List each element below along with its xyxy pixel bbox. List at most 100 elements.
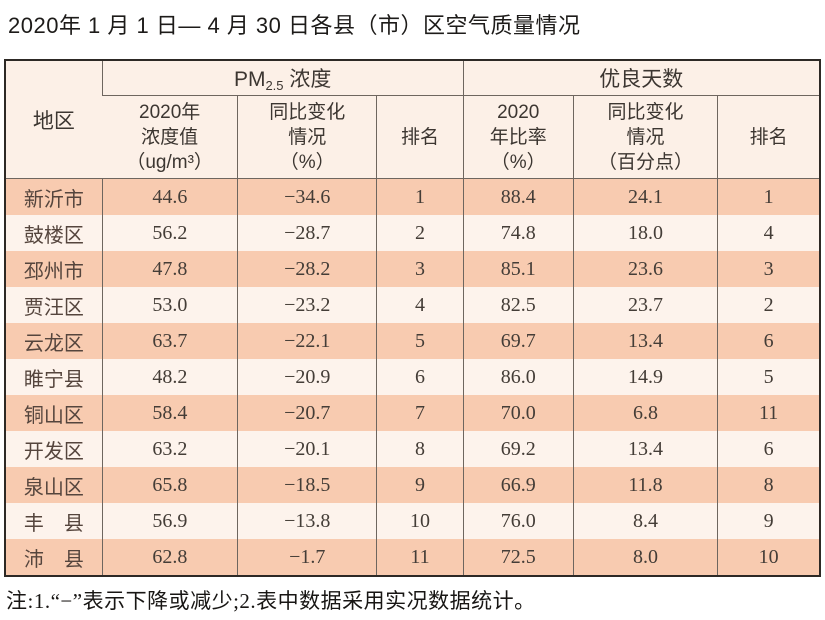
pm-change-cell: −28.2	[237, 251, 377, 287]
pm-value-cell: 63.7	[101, 323, 238, 359]
good-rank-cell: 9	[717, 503, 820, 539]
pm25-subscript: 2.5	[265, 78, 284, 93]
pm-change-cell: −18.5	[237, 467, 377, 503]
good-rate-cell: 66.9	[462, 467, 574, 503]
good-change-cell: 13.4	[572, 431, 718, 467]
pm-change-cell: −1.7	[237, 539, 377, 576]
pm-rank-cell: 11	[376, 539, 464, 576]
good-rate-cell: 74.8	[462, 215, 574, 251]
pm-rank-cell: 5	[376, 323, 464, 359]
header-line: （%）	[490, 151, 546, 173]
pm-change-cell: −20.1	[237, 431, 377, 467]
pm-change-cell: −20.9	[237, 359, 377, 395]
pm-value-cell: 56.2	[101, 215, 238, 251]
good-rank-cell: 8	[717, 467, 820, 503]
good-rate-cell: 82.5	[462, 287, 574, 323]
header-line: 年比率	[489, 126, 547, 148]
good-rate-cell: 69.2	[462, 431, 574, 467]
column-header-pm-rank: 排名	[376, 95, 464, 179]
region-cell: 睢宁县	[5, 359, 103, 395]
page-title: 2020年 1 月 1 日— 4 月 30 日各县（市）区空气质量情况	[8, 13, 581, 38]
region-cell: 云龙区	[5, 323, 103, 359]
table-row: 云龙区 63.7 −22.1 5 69.7 13.4 6	[5, 323, 820, 359]
table-row: 睢宁县 48.2 −20.9 6 86.0 14.9 5	[5, 359, 820, 395]
good-rate-cell: 86.0	[462, 359, 574, 395]
good-rank-cell: 3	[717, 251, 820, 287]
good-change-cell: 8.4	[572, 503, 718, 539]
good-rank-cell: 10	[717, 539, 820, 576]
pm-rank-cell: 2	[376, 215, 464, 251]
good-change-cell: 13.4	[572, 323, 718, 359]
region-cell: 铜山区	[5, 395, 103, 431]
pm-change-cell: −13.8	[237, 503, 377, 539]
good-change-cell: 18.0	[572, 215, 718, 251]
pm-rank-cell: 3	[376, 251, 464, 287]
pm-rank-cell: 7	[376, 395, 464, 431]
pm-rank-cell: 10	[376, 503, 464, 539]
table-row: 开发区 63.2 −20.1 8 69.2 13.4 6	[5, 431, 820, 467]
table-row: 铜山区 58.4 −20.7 7 70.0 6.8 11	[5, 395, 820, 431]
pm-value-cell: 47.8	[101, 251, 238, 287]
header-line: （%）	[279, 151, 335, 173]
pm25-suffix: 浓度	[283, 68, 332, 91]
pm-value-cell: 56.9	[101, 503, 238, 539]
good-rate-cell: 72.5	[462, 539, 574, 576]
pm-value-cell: 65.8	[101, 467, 238, 503]
pm-change-cell: −20.7	[237, 395, 377, 431]
good-rank-cell: 2	[717, 287, 820, 323]
pm-rank-cell: 9	[376, 467, 464, 503]
pm-rank-cell: 4	[376, 287, 464, 323]
pm-value-cell: 48.2	[101, 359, 238, 395]
pm-rank-cell: 8	[376, 431, 464, 467]
column-header-good-rate: 2020 年比率 （%）	[462, 95, 574, 179]
region-cell: 新沂市	[5, 178, 103, 215]
pm-rank-cell: 6	[376, 359, 464, 395]
region-cell: 开发区	[5, 431, 103, 467]
good-rate-cell: 76.0	[462, 503, 574, 539]
column-header-region: 地区	[5, 60, 103, 179]
region-cell: 泉山区	[5, 467, 103, 503]
pm-change-cell: −23.2	[237, 287, 377, 323]
good-change-cell: 23.6	[572, 251, 718, 287]
pm-change-cell: −22.1	[237, 323, 377, 359]
table-row: 贾汪区 53.0 −23.2 4 82.5 23.7 2	[5, 287, 820, 323]
header-line: 2020	[497, 101, 540, 123]
pm-value-cell: 58.4	[101, 395, 238, 431]
table-row: 泉山区 65.8 −18.5 9 66.9 11.8 8	[5, 467, 820, 503]
column-header-pm-value: 2020年 浓度值 （ug/m³）	[102, 95, 238, 179]
pm-rank-cell: 1	[376, 178, 464, 215]
table-row: 新沂市 44.6 −34.6 1 88.4 24.1 1	[5, 178, 820, 215]
region-cell: 贾汪区	[5, 287, 103, 323]
region-cell: 鼓楼区	[5, 215, 103, 251]
region-cell: 邳州市	[5, 251, 103, 287]
pm-value-cell: 44.6	[101, 178, 238, 215]
table-body: 新沂市 44.6 −34.6 1 88.4 24.1 1 鼓楼区 56.2 −28.7 2 74.8 1…	[5, 178, 820, 576]
good-change-cell: 8.0	[572, 539, 718, 576]
header-line: （百分点）	[598, 151, 694, 173]
good-rate-cell: 69.7	[462, 323, 574, 359]
header-line: 浓度值	[141, 126, 199, 148]
table-row: 丰 县 56.9 −13.8 10 76.0 8.4 9	[5, 503, 820, 539]
header-line: 情况	[288, 126, 327, 148]
good-change-cell: 14.9	[572, 359, 718, 395]
good-rank-cell: 4	[717, 215, 820, 251]
header-line: 同比变化	[269, 101, 346, 123]
column-header-good-rank: 排名	[717, 95, 820, 179]
region-cell: 丰 县	[5, 503, 103, 539]
good-rate-cell: 85.1	[462, 251, 574, 287]
pm25-prefix: PM	[233, 68, 266, 91]
table-row: 鼓楼区 56.2 −28.7 2 74.8 18.0 4	[5, 215, 820, 251]
good-rank-cell: 6	[717, 323, 820, 359]
region-cell: 沛 县	[5, 539, 103, 576]
group-header-pm25: PM2.5 浓度	[101, 60, 464, 96]
header-line: 同比变化	[607, 101, 684, 123]
good-change-cell: 24.1	[572, 178, 718, 215]
pm-value-cell: 62.8	[101, 539, 238, 576]
good-rank-cell: 6	[717, 431, 820, 467]
pm-change-cell: −34.6	[237, 178, 377, 215]
column-header-good-change: 同比变化 情况 （百分点）	[572, 95, 718, 179]
good-rank-cell: 1	[717, 178, 820, 215]
header-line: 2020年	[139, 101, 201, 123]
air-quality-table: 地区 PM2.5 浓度 优良天数 2020年 浓度值 （ug/m³） 同比变化 …	[4, 59, 821, 577]
